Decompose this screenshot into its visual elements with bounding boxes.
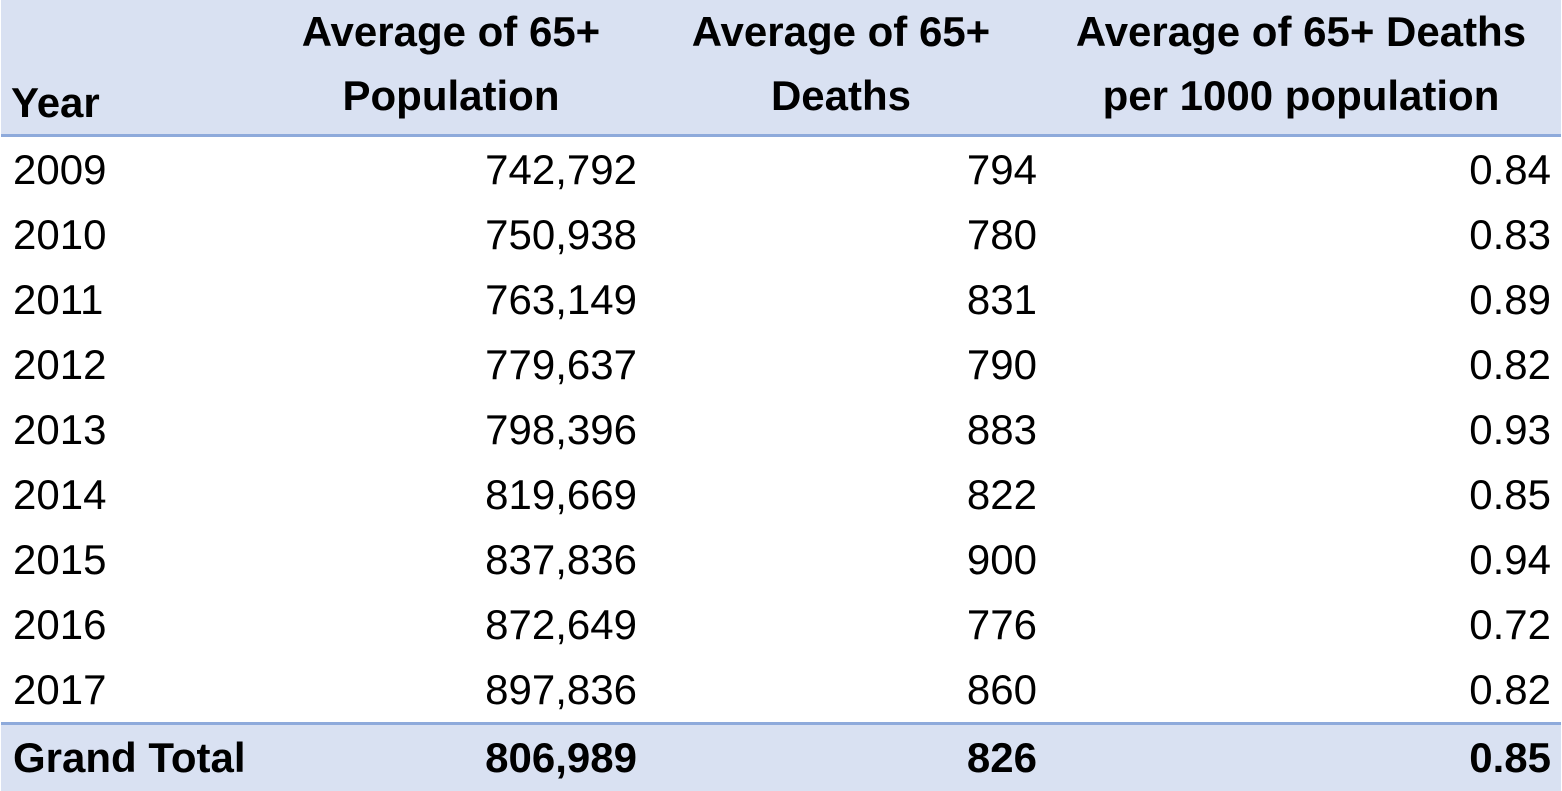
grand-total-label: Grand Total bbox=[1, 724, 261, 791]
grand-total-deaths: 826 bbox=[641, 724, 1041, 791]
cell-deaths: 794 bbox=[641, 136, 1041, 203]
table-row: 2009 742,792 794 0.84 bbox=[1, 136, 1561, 203]
cell-year: 2013 bbox=[1, 397, 261, 462]
cell-year: 2012 bbox=[1, 332, 261, 397]
cell-population: 798,396 bbox=[261, 397, 641, 462]
cell-rate: 0.84 bbox=[1041, 136, 1561, 203]
table-row: 2012 779,637 790 0.82 bbox=[1, 332, 1561, 397]
cell-rate: 0.93 bbox=[1041, 397, 1561, 462]
cell-rate: 0.83 bbox=[1041, 202, 1561, 267]
cell-population: 819,669 bbox=[261, 462, 641, 527]
table-header: Year Average of 65+ Population Average o… bbox=[1, 0, 1561, 136]
table-row: 2014 819,669 822 0.85 bbox=[1, 462, 1561, 527]
table-body: 2009 742,792 794 0.84 2010 750,938 780 0… bbox=[1, 136, 1561, 724]
cell-population: 897,836 bbox=[261, 657, 641, 724]
cell-year: 2009 bbox=[1, 136, 261, 203]
table-row: 2017 897,836 860 0.82 bbox=[1, 657, 1561, 724]
table-row: 2011 763,149 831 0.89 bbox=[1, 267, 1561, 332]
cell-rate: 0.89 bbox=[1041, 267, 1561, 332]
table-footer: Grand Total 806,989 826 0.85 bbox=[1, 724, 1561, 791]
cell-population: 872,649 bbox=[261, 592, 641, 657]
header-rate: Average of 65+ Deaths per 1000 populatio… bbox=[1041, 0, 1561, 136]
cell-deaths: 831 bbox=[641, 267, 1041, 332]
table-row: 2015 837,836 900 0.94 bbox=[1, 527, 1561, 592]
cell-deaths: 780 bbox=[641, 202, 1041, 267]
cell-year: 2011 bbox=[1, 267, 261, 332]
cell-rate: 0.82 bbox=[1041, 332, 1561, 397]
header-population: Average of 65+ Population bbox=[261, 0, 641, 136]
table-row: 2013 798,396 883 0.93 bbox=[1, 397, 1561, 462]
table-row: 2010 750,938 780 0.83 bbox=[1, 202, 1561, 267]
grand-total-row: Grand Total 806,989 826 0.85 bbox=[1, 724, 1561, 791]
grand-total-population: 806,989 bbox=[261, 724, 641, 791]
cell-deaths: 900 bbox=[641, 527, 1041, 592]
cell-deaths: 790 bbox=[641, 332, 1041, 397]
grand-total-rate: 0.85 bbox=[1041, 724, 1561, 791]
cell-year: 2010 bbox=[1, 202, 261, 267]
cell-year: 2015 bbox=[1, 527, 261, 592]
cell-rate: 0.94 bbox=[1041, 527, 1561, 592]
cell-rate: 0.85 bbox=[1041, 462, 1561, 527]
cell-deaths: 883 bbox=[641, 397, 1041, 462]
cell-rate: 0.72 bbox=[1041, 592, 1561, 657]
cell-population: 763,149 bbox=[261, 267, 641, 332]
cell-population: 779,637 bbox=[261, 332, 641, 397]
header-year: Year bbox=[1, 0, 261, 136]
cell-rate: 0.82 bbox=[1041, 657, 1561, 724]
cell-year: 2014 bbox=[1, 462, 261, 527]
header-row: Year Average of 65+ Population Average o… bbox=[1, 0, 1561, 136]
cell-population: 742,792 bbox=[261, 136, 641, 203]
cell-deaths: 822 bbox=[641, 462, 1041, 527]
table-row: 2016 872,649 776 0.72 bbox=[1, 592, 1561, 657]
cell-population: 837,836 bbox=[261, 527, 641, 592]
header-deaths: Average of 65+ Deaths bbox=[641, 0, 1041, 136]
cell-deaths: 860 bbox=[641, 657, 1041, 724]
cell-population: 750,938 bbox=[261, 202, 641, 267]
cell-year: 2016 bbox=[1, 592, 261, 657]
cell-deaths: 776 bbox=[641, 592, 1041, 657]
cell-year: 2017 bbox=[1, 657, 261, 724]
